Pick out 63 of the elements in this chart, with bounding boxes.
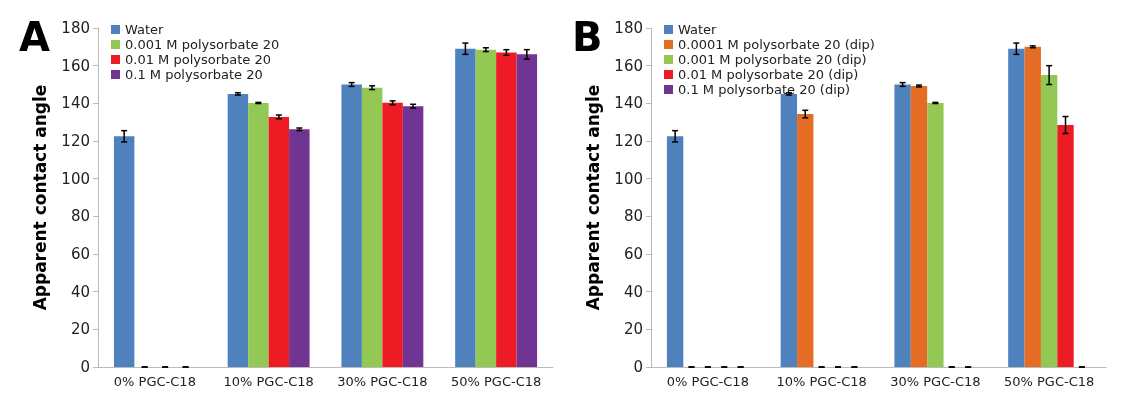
legend-label: 0.0001 M polysorbate 20 (dip) bbox=[678, 37, 875, 52]
bar bbox=[910, 86, 928, 367]
chart-title: B bbox=[572, 14, 603, 60]
y-tick-label: 0 bbox=[80, 358, 90, 376]
y-tick-label: 140 bbox=[614, 94, 643, 113]
x-tick-label: 0% PGC-C18 bbox=[113, 374, 196, 389]
bar bbox=[1024, 46, 1041, 367]
y-tick-label: 120 bbox=[61, 132, 90, 150]
bar bbox=[797, 114, 814, 367]
x-tick-label: 10% PGC-C18 bbox=[223, 374, 314, 389]
x-tick-label: 50% PGC-C18 bbox=[450, 374, 542, 389]
x-tick-label: 30% PGC-C18 bbox=[337, 374, 428, 389]
x-tick-label: 10% PGC-C18 bbox=[776, 374, 867, 389]
y-tick-label: 120 bbox=[614, 132, 643, 150]
bar bbox=[455, 48, 476, 367]
legend-label: Water bbox=[678, 22, 718, 37]
bar bbox=[496, 52, 517, 367]
bar bbox=[289, 129, 310, 367]
y-tick-label: 40 bbox=[70, 282, 90, 301]
y-tick-label: 60 bbox=[623, 245, 643, 263]
legend-label: 0.001 M polysorbate 20 bbox=[125, 37, 280, 52]
x-tick-label: 30% PGC-C18 bbox=[890, 374, 981, 389]
y-tick-label: 160 bbox=[614, 56, 643, 75]
y-tick-label: 180 bbox=[61, 19, 90, 37]
bar bbox=[666, 136, 684, 367]
bar bbox=[341, 84, 362, 367]
legend-label: 0.1 M polysorbate 20 bbox=[125, 67, 263, 82]
bar bbox=[402, 106, 424, 367]
x-tick-label: 50% PGC-C18 bbox=[1003, 374, 1095, 389]
legend-label: 0.01 M polysorbate 20 bbox=[125, 52, 271, 67]
bar bbox=[1008, 48, 1025, 367]
bar bbox=[227, 93, 249, 367]
bar bbox=[268, 116, 290, 367]
y-tick-label: 20 bbox=[70, 320, 90, 339]
x-tick-label: 0% PGC-C18 bbox=[666, 374, 749, 389]
y-tick-label: 80 bbox=[70, 207, 90, 226]
y-axis-title: Apparent contact angle bbox=[29, 84, 50, 311]
legend-label: 0.01 M polysorbate 20 (dip) bbox=[678, 67, 859, 82]
y-tick-label: 100 bbox=[614, 169, 643, 188]
bar bbox=[1057, 124, 1074, 367]
y-tick-label: 160 bbox=[61, 56, 90, 75]
y-tick-label: 80 bbox=[623, 207, 643, 226]
bar bbox=[894, 84, 911, 367]
chart-title: A bbox=[19, 14, 50, 60]
bar bbox=[382, 102, 403, 367]
y-tick-label: 100 bbox=[61, 169, 90, 188]
y-tick-label: 180 bbox=[614, 19, 643, 37]
legend-label: 0.1 M polysorbate 20 (dip) bbox=[678, 82, 851, 97]
bar bbox=[475, 49, 497, 367]
y-tick-label: 60 bbox=[70, 245, 90, 263]
y-tick-label: 40 bbox=[623, 282, 643, 301]
bar bbox=[361, 87, 383, 367]
bar bbox=[113, 136, 135, 367]
y-axis-title: Apparent contact angle bbox=[582, 84, 603, 311]
legend-label: Water bbox=[125, 22, 165, 37]
y-tick-label: 0 bbox=[633, 358, 643, 376]
y-tick-label: 20 bbox=[623, 320, 643, 339]
bar bbox=[516, 54, 538, 367]
bar bbox=[248, 102, 269, 367]
bar bbox=[1040, 75, 1058, 367]
y-tick-label: 140 bbox=[61, 94, 90, 113]
legend-label: 0.001 M polysorbate 20 (dip) bbox=[678, 52, 867, 67]
bar bbox=[927, 102, 944, 367]
